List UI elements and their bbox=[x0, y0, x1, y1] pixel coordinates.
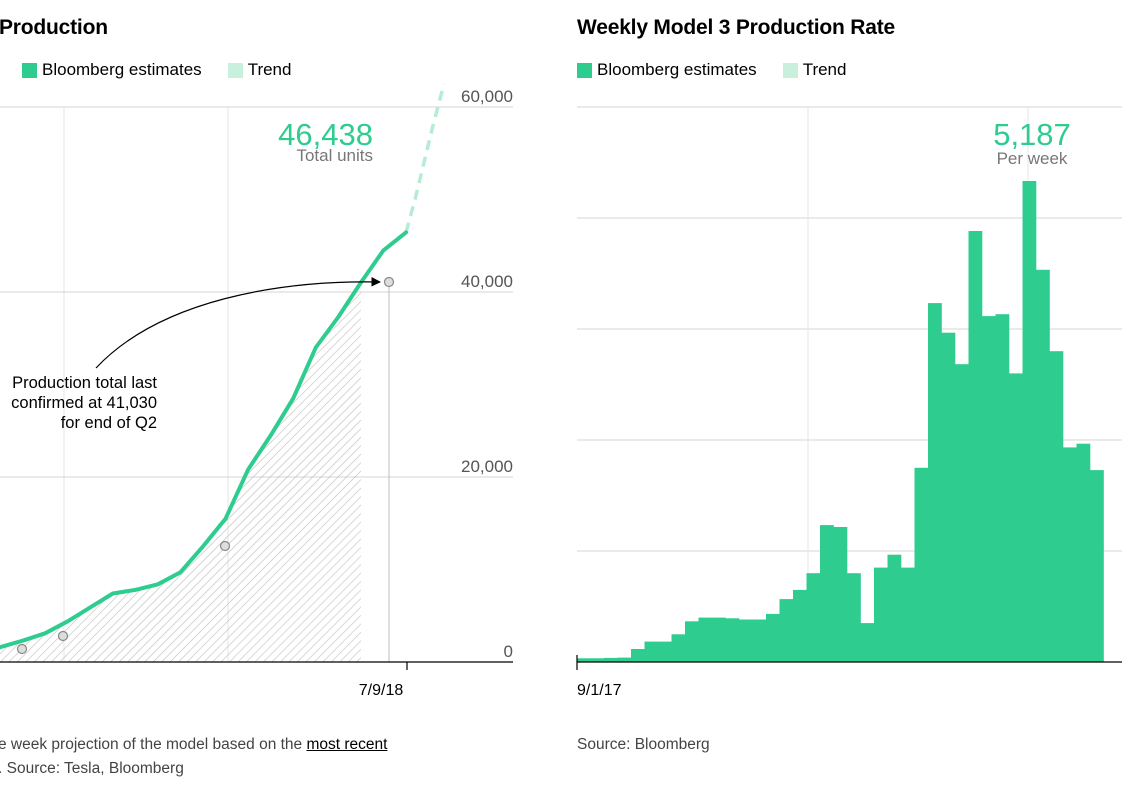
weekly-bar bbox=[752, 619, 767, 662]
legend: Bloomberg estimates Trend bbox=[22, 60, 317, 80]
footnote-line-1: e week projection of the model based on … bbox=[0, 736, 387, 754]
weekly-bar bbox=[1036, 269, 1050, 662]
data-point-marker bbox=[219, 540, 231, 552]
weekly-bar bbox=[1090, 470, 1104, 662]
legend: Bloomberg estimates Trend bbox=[577, 60, 872, 80]
annotation-arrow bbox=[95, 277, 381, 369]
weekly-bar bbox=[833, 527, 848, 662]
annotation-line-1: Production total last bbox=[12, 374, 157, 392]
x-tick-label: 7/9/18 bbox=[359, 682, 404, 699]
legend-swatch-trend bbox=[227, 62, 243, 78]
footnote-line-2: . Source: Tesla, Bloomberg bbox=[0, 760, 184, 777]
weekly-bar bbox=[766, 613, 780, 662]
weekly-bar bbox=[698, 617, 713, 662]
weekly-bar bbox=[874, 567, 888, 662]
per-week-value: 5,187 bbox=[993, 117, 1071, 152]
x-tick-label: 9/1/17 bbox=[577, 682, 622, 699]
legend-swatch-estimates bbox=[577, 62, 592, 78]
legend-item-estimates: Bloomberg estimates bbox=[577, 60, 757, 80]
chart-title: Production bbox=[0, 16, 108, 39]
weekly-bar bbox=[1076, 443, 1091, 662]
source-note: Source: Bloomberg bbox=[577, 736, 710, 753]
legend-swatch-trend bbox=[782, 62, 798, 78]
weekly-bar bbox=[847, 573, 861, 662]
data-point-marker-q2 bbox=[383, 276, 395, 288]
annotation-line-2: confirmed at 41,030 bbox=[11, 394, 157, 412]
weekly-bar bbox=[901, 567, 915, 662]
weekly-bar bbox=[887, 554, 902, 662]
weekly-bar bbox=[617, 657, 632, 662]
y-tick-label: 60,000 bbox=[461, 87, 513, 106]
per-week-label: Per week bbox=[997, 149, 1068, 168]
weekly-bar bbox=[685, 621, 699, 662]
weekly-bar bbox=[739, 619, 753, 662]
weekly-bar bbox=[590, 658, 605, 662]
legend-label-estimates: Bloomberg estimates bbox=[597, 60, 757, 79]
confirmed-area bbox=[0, 282, 361, 662]
weekly-bar bbox=[631, 649, 645, 662]
y-tick-label: 0 bbox=[504, 642, 513, 661]
legend-item-trend: Trend bbox=[227, 60, 292, 80]
y-tick-label: 20,000 bbox=[461, 457, 513, 476]
y-tick-label: 40,000 bbox=[461, 272, 513, 291]
weekly-bar bbox=[658, 641, 672, 662]
legend-label-trend: Trend bbox=[247, 60, 292, 79]
total-units-label: Total units bbox=[296, 146, 373, 165]
weekly-bar bbox=[995, 314, 1010, 662]
chart-title: Weekly Model 3 Production Rate bbox=[577, 16, 896, 39]
legend-swatch-estimates bbox=[22, 62, 37, 78]
weekly-rate-panel: Weekly Model 3 Production Rate Bloomberg… bbox=[560, 0, 1122, 791]
cumulative-production-panel: Production Bloomberg estimates Trend bbox=[0, 0, 540, 791]
weekly-bar bbox=[1049, 351, 1064, 662]
legend-label-estimates: Bloomberg estimates bbox=[42, 60, 202, 79]
total-units-value: 46,438 bbox=[278, 117, 373, 152]
footnote-text: e week projection of the model based on … bbox=[0, 736, 307, 753]
weekly-bar bbox=[644, 641, 659, 662]
weekly-bar bbox=[914, 467, 929, 663]
weekly-bar bbox=[941, 332, 956, 662]
weekly-bar-chart: 9/1/17 5,187 Per week bbox=[576, 106, 1122, 699]
weekly-bar bbox=[982, 316, 996, 662]
weekly-bar bbox=[820, 525, 834, 662]
legend-item-estimates: Bloomberg estimates bbox=[22, 60, 202, 80]
data-point-marker bbox=[57, 630, 69, 642]
weekly-bar bbox=[955, 364, 969, 662]
estimate-line bbox=[0, 230, 408, 650]
weekly-bar bbox=[793, 589, 807, 662]
weekly-bar bbox=[968, 231, 983, 662]
weekly-bar bbox=[604, 657, 618, 662]
weekly-bar bbox=[860, 623, 875, 662]
weekly-bar bbox=[1022, 181, 1037, 662]
data-point-marker bbox=[16, 643, 28, 655]
trend-line bbox=[404, 83, 446, 233]
cumulative-line-chart: 60,000 40,000 20,000 0 7/9/18 46,438 Tot… bbox=[0, 83, 513, 699]
weekly-bar bbox=[779, 599, 794, 662]
legend-item-trend: Trend bbox=[782, 60, 847, 80]
legend-label-trend: Trend bbox=[802, 60, 847, 79]
most-recent-link[interactable]: most recent bbox=[306, 736, 388, 753]
annotation-line-3: for end of Q2 bbox=[61, 414, 157, 432]
weekly-bar bbox=[806, 573, 821, 662]
weekly-bar bbox=[928, 303, 942, 662]
weekly-bar bbox=[1063, 447, 1077, 662]
weekly-bar bbox=[671, 634, 686, 663]
weekly-bar bbox=[1009, 373, 1023, 662]
weekly-bar bbox=[725, 618, 740, 662]
weekly-bar bbox=[577, 658, 591, 662]
weekly-bar bbox=[712, 617, 726, 662]
